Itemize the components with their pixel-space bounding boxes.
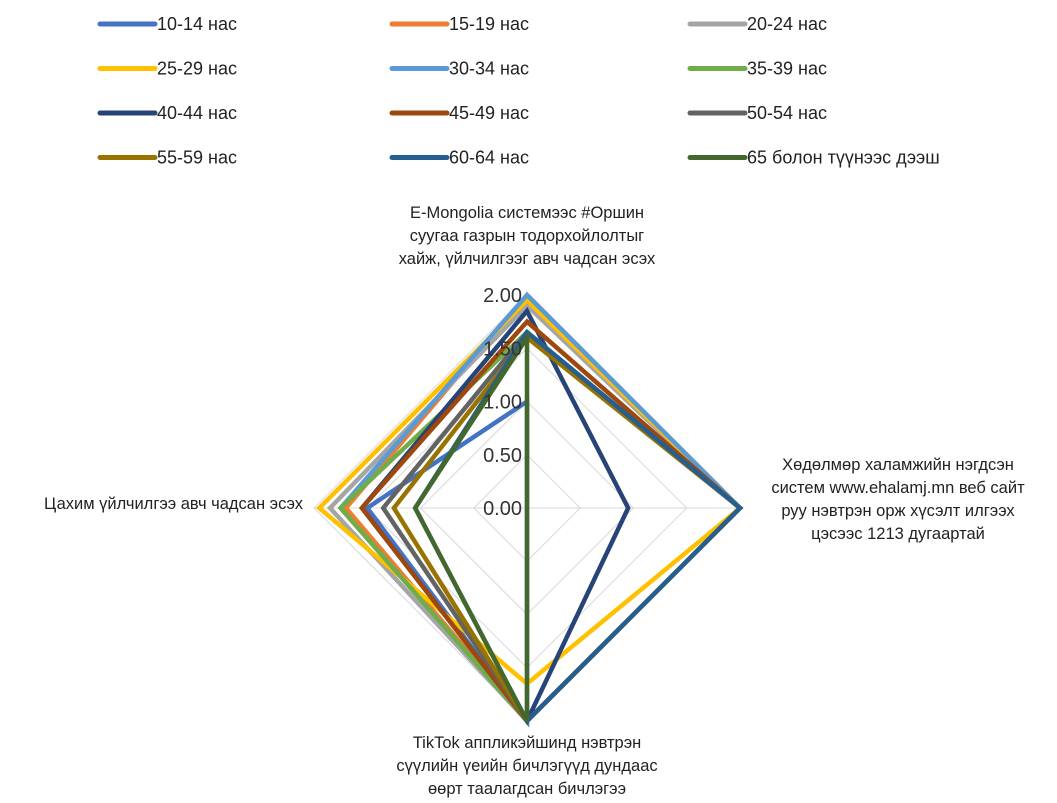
legend-entry: 65 болон түүнээс дээш [687, 148, 940, 168]
legend-entry: 45-49 нас [389, 103, 529, 123]
series-line [412, 330, 530, 723]
tick-label: 2.00 [483, 285, 522, 307]
series-line [316, 297, 744, 687]
series-line [326, 302, 744, 725]
legend-label: 45-49 нас [449, 103, 529, 123]
legend-label: 55-59 нас [157, 148, 237, 168]
tick-label: 1.50 [483, 338, 522, 360]
axis-label: TikTok аппликэйшинд нэвтрэн сүүлийн үеийн… [396, 734, 657, 798]
legend-entry: 25-29 нас [97, 59, 237, 79]
series-line [337, 329, 744, 725]
legend-entry: 20-24 нас [687, 14, 827, 34]
legend-label: 50-54 нас [747, 103, 827, 123]
legend-entry: 15-19 нас [389, 14, 529, 34]
tick-label: 0.00 [483, 498, 522, 520]
legend-entry: 40-44 нас [97, 103, 237, 123]
axis-label: E-Mongolia системээс #Оршин суугаа газрын… [399, 204, 656, 268]
tick-label: 1.00 [483, 392, 522, 414]
axis-label: Цахим үйлчилгээ авч чадсан эсэх [44, 495, 304, 513]
legend-label: 65 болон түүнээс дээш [747, 148, 940, 168]
legend-entry: 10-14 нас [97, 14, 237, 34]
legend-label: 15-19 нас [449, 14, 529, 34]
legend-label: 60-64 нас [449, 148, 529, 168]
legend-entry: 55-59 нас [97, 148, 237, 168]
legend-entry: 50-54 нас [687, 103, 827, 123]
radial-tick-labels: 0.00 0.50 1.00 1.50 2.00 [483, 285, 522, 520]
legend-label: 30-34 нас [449, 59, 529, 79]
legend-entry: 35-39 нас [687, 59, 827, 79]
legend-label: 10-14 нас [157, 14, 237, 34]
legend-entry: 60-64 нас [389, 148, 529, 168]
series-group [316, 291, 744, 728]
axis-labels: E-Mongolia системээс #Оршин суугаа газрын… [44, 204, 1025, 798]
legend-label: 20-24 нас [747, 14, 827, 34]
legend-label: 35-39 нас [747, 59, 827, 79]
tick-label: 0.50 [483, 445, 522, 467]
legend-entry: 30-34 нас [389, 59, 529, 79]
axis-label: Хөдөлмөр халамжийн нэгдсэн систем www.eha… [771, 456, 1025, 543]
legend-label: 40-44 нас [157, 103, 237, 123]
legend-label: 25-29 нас [157, 59, 237, 79]
series-line [391, 334, 744, 725]
legend: 10-14 нас 15-19 нас 20-24 нас 25-29 нас 30-3… [97, 14, 940, 168]
